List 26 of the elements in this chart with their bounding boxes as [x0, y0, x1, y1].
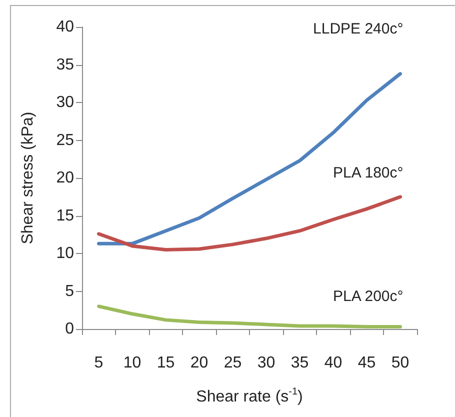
line-series [97, 72, 402, 246]
line-series [97, 195, 402, 252]
x-tick-label: 50 [391, 354, 410, 372]
y-tick-label: 25 [56, 132, 74, 149]
x-tick-label: 35 [290, 354, 309, 372]
x-tick-label: 10 [123, 354, 142, 372]
y-tick-label: 40 [56, 18, 74, 36]
y-tick-label: 10 [56, 245, 74, 262]
x-tick-label: 20 [190, 354, 208, 372]
y-tick-label: 30 [56, 94, 74, 111]
y-axis-title: Shear stress (kPa) [20, 112, 36, 244]
y-tick-label: 15 [56, 207, 74, 224]
line-series [97, 304, 402, 328]
y-tick-label: 0 [65, 320, 74, 338]
series-label: PLA 180c° [333, 164, 404, 182]
x-tick-label: 25 [224, 354, 242, 372]
x-tick-label: 5 [94, 354, 104, 372]
x-tick-label: 15 [156, 354, 175, 372]
series-label: PLA 200c° [333, 288, 404, 306]
x-tick-label: 45 [358, 354, 376, 372]
y-tick-label: 20 [56, 170, 74, 186]
x-tick-label: 40 [324, 354, 342, 372]
text: LLDPE 240c° [313, 20, 404, 38]
y-tick-label: 35 [56, 56, 74, 74]
y-tick-label: 5 [65, 282, 74, 300]
x-tick-label: 30 [257, 354, 276, 372]
